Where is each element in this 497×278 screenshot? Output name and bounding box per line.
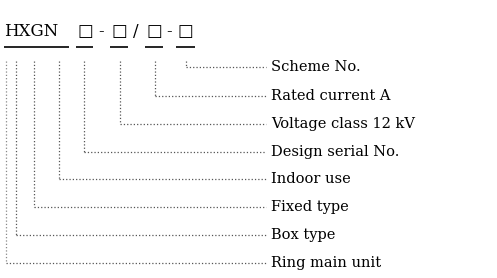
Text: □: □ <box>112 23 128 40</box>
Text: Design serial No.: Design serial No. <box>271 145 399 158</box>
Text: Ring main unit: Ring main unit <box>271 256 381 270</box>
Text: □: □ <box>178 23 194 40</box>
Text: -: - <box>98 23 104 40</box>
Text: Voltage class 12 kV: Voltage class 12 kV <box>271 117 415 131</box>
Text: □: □ <box>77 23 93 40</box>
Text: Scheme No.: Scheme No. <box>271 60 360 74</box>
Text: Fixed type: Fixed type <box>271 200 348 214</box>
Text: /: / <box>133 23 139 40</box>
Text: Box type: Box type <box>271 228 335 242</box>
Text: □: □ <box>147 23 163 40</box>
Text: -: - <box>166 23 171 40</box>
Text: HXGN: HXGN <box>4 23 58 40</box>
Text: Rated current A: Rated current A <box>271 89 390 103</box>
Text: Indoor use: Indoor use <box>271 172 350 186</box>
